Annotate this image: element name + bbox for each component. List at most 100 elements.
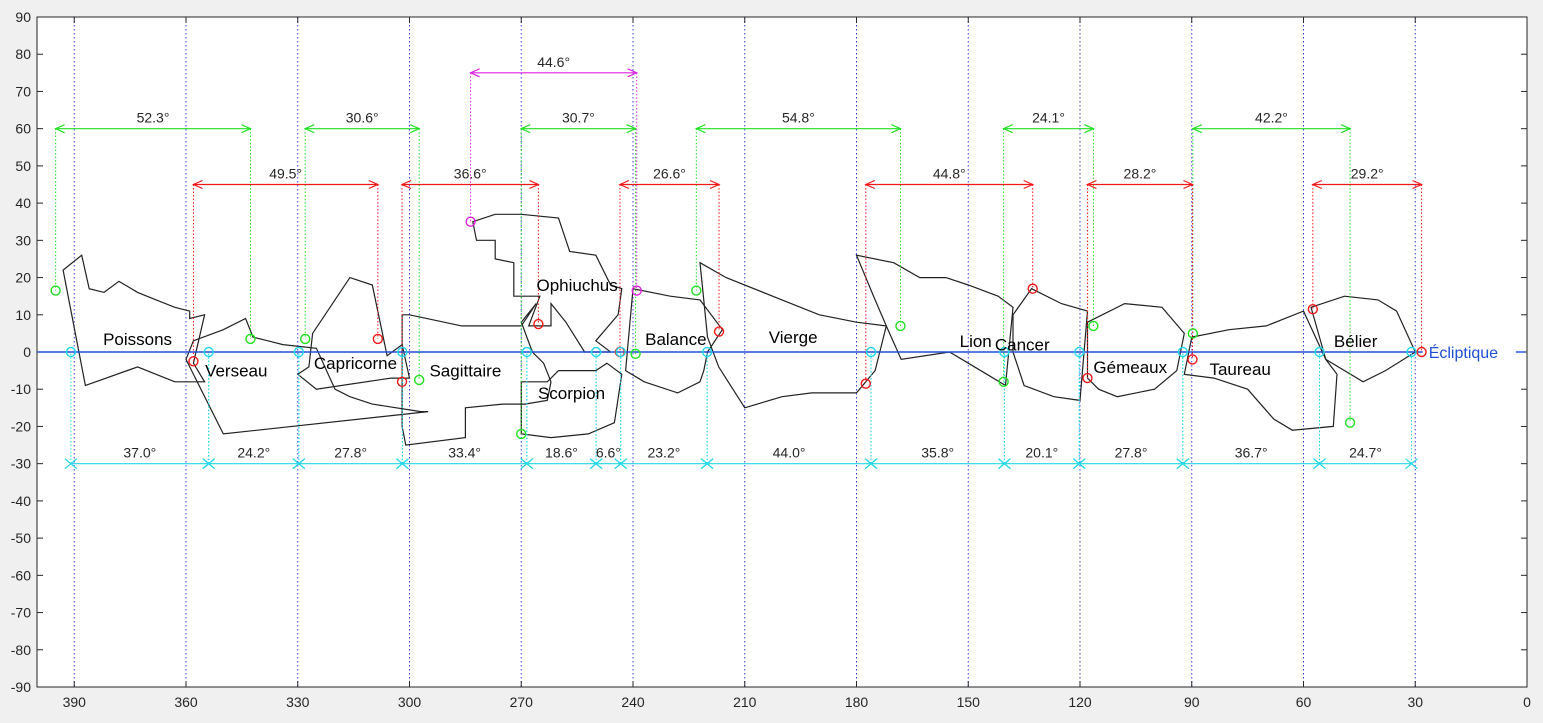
red-marker (188, 356, 199, 367)
measure-arrowhead (1002, 124, 1013, 134)
cyan-marker (521, 346, 533, 358)
y-tick-label: -10 (11, 381, 31, 397)
measure-arrowhead (1085, 179, 1097, 190)
red-marker (1082, 372, 1093, 384)
cyan-marker (1314, 346, 1325, 358)
cyan-measure-label: 36.7° (1235, 445, 1268, 461)
y-tick-label: -60 (11, 567, 31, 583)
constellation-outline (296, 276, 411, 390)
y-tick-label: -30 (11, 456, 31, 472)
measure-arrowhead (864, 179, 876, 190)
green-measure-label: 24.1° (1032, 110, 1065, 126)
green-marker (998, 376, 1009, 387)
measure-arrowhead (1311, 179, 1323, 190)
cyan-measure-label: 33.4° (448, 445, 481, 461)
measure-arrowhead (241, 124, 252, 134)
y-tick-label: -90 (11, 679, 31, 695)
constellation-outline (62, 254, 206, 387)
cyan-measure-cross (64, 458, 78, 470)
x-tick-label: 60 (1296, 694, 1312, 710)
constellation-label: Gémeaux (1093, 358, 1167, 377)
cyan-marker (293, 346, 305, 358)
red-marker (1416, 346, 1427, 358)
constellation-label: Sagittaire (429, 362, 501, 381)
magenta-marker (465, 216, 476, 227)
constellation-label: Capricorne (314, 354, 397, 373)
green-measure-label: 30.6° (346, 110, 379, 126)
green-measure-label: 54.8° (782, 110, 815, 126)
magenta-measure-label: 44.6° (537, 54, 570, 70)
red-marker (860, 378, 872, 389)
cyan-measure-cross (700, 458, 714, 470)
x-tick-label: 180 (845, 694, 869, 710)
y-tick-label: -40 (11, 493, 31, 509)
y-tick-label: -50 (11, 530, 31, 546)
constellation-outline (624, 287, 724, 394)
cyan-marker (397, 346, 408, 358)
constellation-label: Scorpion (538, 384, 605, 403)
ecliptic-label: Écliptique (1429, 343, 1498, 362)
constellation-outline (1183, 310, 1338, 431)
measure-arrowhead (627, 68, 639, 78)
cyan-marker (615, 346, 626, 358)
y-tick-label: 10 (15, 307, 31, 323)
measure-arrowhead (529, 179, 540, 190)
cyan-measure-label: 37.0° (123, 445, 156, 461)
red-measure-label: 28.2° (1124, 166, 1157, 182)
green-marker (1088, 320, 1099, 332)
cyan-measure-cross (520, 458, 534, 470)
cyan-measure-cross (1176, 458, 1190, 470)
constellation-outline (520, 362, 623, 439)
x-tick-label: 210 (733, 694, 757, 710)
magenta-marker (631, 285, 642, 296)
green-marker (630, 348, 641, 360)
green-measure-label: 52.3° (137, 110, 170, 126)
constellation-label: Vierge (769, 328, 818, 347)
x-tick-label: 90 (1184, 694, 1200, 710)
cyan-measure-cross (614, 458, 628, 470)
y-tick-label: 70 (15, 83, 31, 99)
cyan-measure-cross (1072, 458, 1086, 470)
red-marker (396, 376, 408, 387)
cyan-measure-label: 27.8° (1115, 445, 1148, 461)
cyan-measure-label: 18.6° (545, 445, 578, 461)
red-marker (1307, 303, 1319, 315)
x-tick-label: 240 (621, 694, 645, 710)
constellation-label: Cancer (995, 336, 1050, 355)
green-marker (895, 320, 906, 332)
measure-arrowhead (1084, 124, 1095, 134)
y-tick-label: 0 (23, 344, 31, 360)
y-tick-label: -80 (11, 642, 31, 658)
x-tick-label: 360 (174, 694, 198, 710)
y-tick-label: 90 (15, 9, 31, 25)
cyan-measure-label: 35.8° (921, 445, 954, 461)
green-marker (516, 428, 527, 440)
red-measure-label: 49.5° (269, 166, 302, 182)
cyan-measure-cross (864, 458, 878, 470)
y-tick-label: 80 (15, 46, 31, 62)
x-tick-label: 120 (1068, 694, 1092, 710)
green-marker (1344, 417, 1356, 428)
constellation-outline (855, 254, 1014, 387)
measure-arrowhead (409, 124, 421, 134)
cyan-measure-cross (396, 458, 409, 470)
red-marker (372, 333, 384, 345)
red-marker (1187, 354, 1198, 365)
measure-arrowhead (626, 124, 638, 134)
green-marker (1187, 328, 1199, 339)
constellation-label: Lion (960, 332, 992, 351)
constellation-label: Poissons (103, 330, 172, 349)
cyan-marker (590, 346, 602, 358)
red-measure-label: 29.2° (1351, 166, 1384, 182)
cyan-measure-label: 24.2° (237, 445, 270, 461)
y-tick-label: 60 (15, 121, 31, 137)
cyan-measure-cross (292, 458, 306, 470)
measure-arrowhead (519, 124, 531, 134)
measure-arrowhead (191, 179, 203, 190)
measure-arrowhead (1340, 124, 1352, 134)
cyan-marker (203, 346, 214, 358)
x-tick-label: 150 (957, 694, 981, 710)
measure-arrowhead (1412, 179, 1424, 190)
